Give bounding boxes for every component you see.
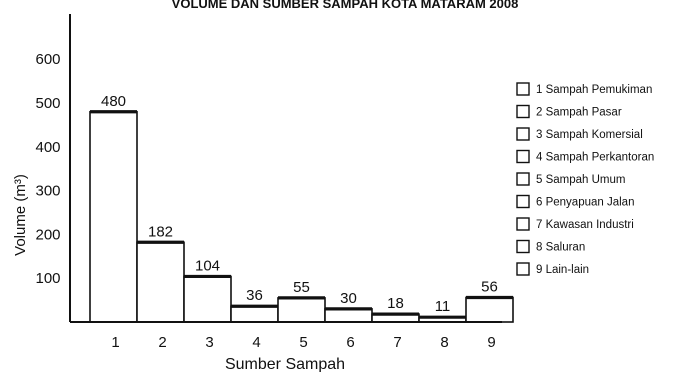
- bar-5: [277, 297, 326, 323]
- bar-2: [136, 241, 185, 323]
- data-label-1: 480: [101, 93, 126, 110]
- legend-swatch-7: [516, 217, 530, 231]
- legend-swatch-3: [516, 127, 530, 141]
- legend-label-5: 5 Sampah Umum: [536, 174, 625, 186]
- legend-swatch-8: [516, 239, 530, 254]
- x-tick-label-8: 8: [440, 334, 448, 351]
- chart-title: VOLUME DAN SUMBER SAMPAH KOTA MATARAM 20…: [172, 0, 519, 11]
- x-tick-label-5: 5: [299, 334, 307, 351]
- x-tick-label-4: 4: [252, 334, 260, 351]
- x-tick-label-7: 7: [393, 334, 401, 351]
- legend-label-4: 4 Sampah Perkantoran: [536, 152, 654, 164]
- x-tick-label-3: 3: [205, 334, 213, 351]
- y-tick-label-300: 300: [35, 183, 60, 200]
- legend-item-3: 3 Sampah Komersial: [516, 127, 643, 141]
- legend-item-6: 6 Penyapuan Jalan: [516, 194, 634, 209]
- axes-layer: [69, 14, 502, 323]
- y-tick-label-200: 200: [35, 226, 60, 243]
- legend-swatch-4: [516, 149, 530, 164]
- legend-label-7: 7 Kawasan Industri: [536, 219, 634, 231]
- legend-label-6: 6 Penyapuan Jalan: [536, 197, 634, 209]
- bar-3: [183, 275, 232, 323]
- data-label-5: 55: [293, 279, 310, 296]
- data-label-8: 11: [435, 298, 451, 315]
- legend-label-8: 8 Saluran: [536, 242, 585, 254]
- x-tick-labels: 1 2 3 4 5 6 7 8 9: [111, 334, 495, 351]
- x-tick-label-6: 6: [346, 334, 354, 351]
- legend: 1 Sampah Pemukiman 2 Sampah Pasar 3 Sampah…: [516, 82, 654, 276]
- legend-swatch-9: [516, 262, 530, 276]
- legend-item-9: 9 Lain-lain: [516, 262, 589, 276]
- bar-6: [324, 308, 373, 323]
- data-label-2: 182: [148, 223, 173, 240]
- x-axis-label: Sumber Sampah: [225, 356, 345, 372]
- legend-item-5: 5 Sampah Umum: [516, 172, 625, 186]
- data-label-7: 18: [387, 295, 404, 312]
- data-label-4: 36: [246, 287, 263, 304]
- legend-swatch-6: [516, 194, 530, 209]
- legend-label-1: 1 Sampah Pemukiman: [536, 84, 652, 96]
- x-tick-label-9: 9: [487, 334, 495, 351]
- y-axis-label: Volume (m³): [12, 174, 29, 256]
- bar-1: [89, 110, 138, 323]
- legend-item-7: 7 Kawasan Industri: [516, 217, 634, 231]
- y-tick-label-500: 500: [35, 95, 60, 112]
- legend-item-8: 8 Saluran: [516, 239, 585, 254]
- data-label-6: 30: [340, 290, 357, 307]
- legend-swatch-1: [516, 82, 530, 96]
- legend-label-2: 2 Sampah Pasar: [536, 107, 622, 119]
- legend-item-1: 1 Sampah Pemukiman: [516, 82, 652, 96]
- y-tick-label-100: 100: [35, 270, 60, 287]
- legend-label-9: 9 Lain-lain: [536, 264, 589, 276]
- bars-layer: 480 182 104 36 55 30 18 11 56: [89, 93, 514, 323]
- legend-item-4: 4 Sampah Perkantoran: [516, 149, 654, 164]
- legend-item-2: 2 Sampah Pasar: [516, 104, 622, 119]
- y-tick-label-600: 600: [35, 51, 60, 68]
- y-tick-labels: 100 200 300 400 500 600: [35, 51, 60, 287]
- data-label-9: 56: [481, 278, 498, 295]
- x-tick-label-1: 1: [111, 334, 119, 351]
- data-label-3: 104: [195, 257, 220, 274]
- bar-4: [230, 305, 279, 323]
- x-tick-label-2: 2: [158, 334, 166, 351]
- bar-9: [465, 296, 514, 323]
- legend-swatch-5: [516, 172, 530, 186]
- y-tick-label-400: 400: [35, 139, 60, 156]
- legend-swatch-2: [516, 104, 530, 119]
- legend-label-3: 3 Sampah Komersial: [536, 129, 643, 141]
